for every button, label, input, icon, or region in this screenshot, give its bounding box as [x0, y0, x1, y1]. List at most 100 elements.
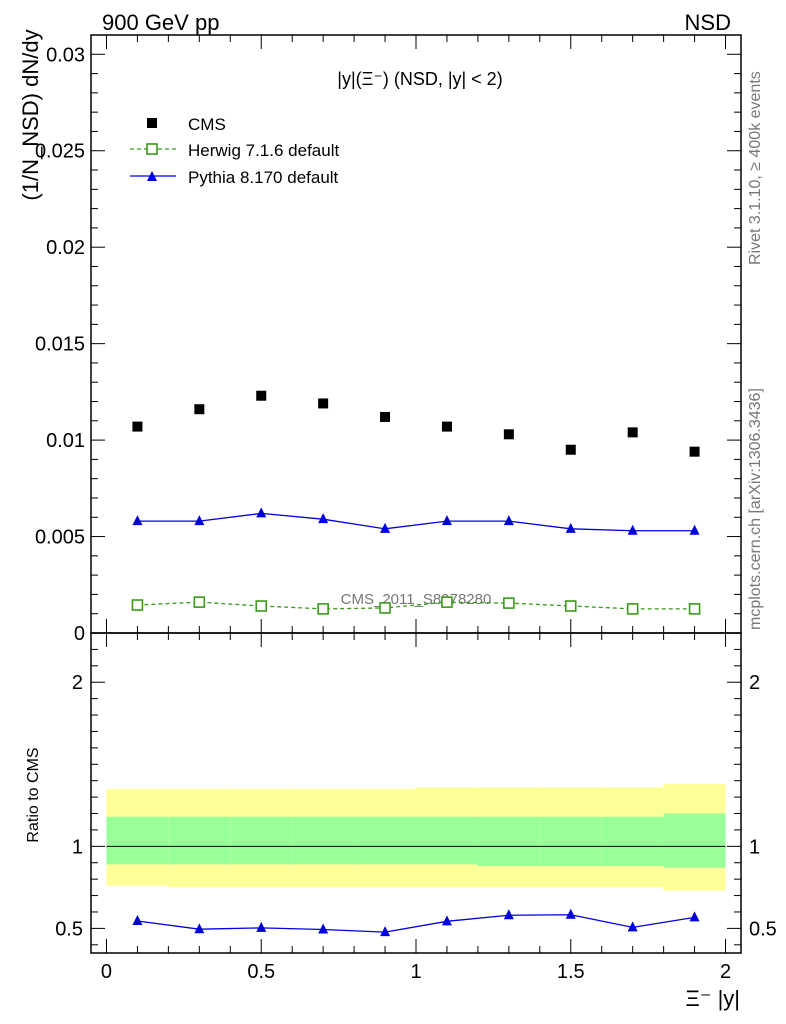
ratio-panel-frame: [90, 632, 742, 954]
herwig-point: [564, 600, 577, 612]
main-y-tick-label: 0: [74, 623, 85, 645]
ratio-pythia-point: [503, 909, 514, 920]
ratio-y-tick-label-right: 2: [749, 672, 760, 694]
mcplots-side-label: mcplots.cern.ch [arXiv:1306.3436]: [747, 388, 764, 630]
herwig-point: [379, 602, 391, 614]
main-y-tick-label: 0.025: [35, 141, 85, 163]
ratio-pythia-series: [132, 908, 700, 937]
inner-uncertainty-band: [663, 813, 726, 868]
main-plot-title: |y|(Ξ⁻) (NSD, |y| < 2): [337, 69, 502, 89]
inner-uncertainty-band: [106, 816, 169, 865]
legend-marker-herwig: [146, 143, 158, 155]
ratio-pythia-line: [137, 914, 695, 933]
header-right: NSD: [685, 10, 731, 35]
ratio-ticks: [91, 633, 741, 953]
main-ticks: [91, 34, 741, 634]
pythia-point: [132, 515, 143, 526]
rivet-side-label-text: Rivet 3.1.10, ≥ 400k events: [747, 71, 764, 265]
main-y-tick-label: 0.005: [35, 527, 85, 549]
ratio-pythia-point: [689, 911, 700, 922]
inner-uncertainty-band: [539, 816, 602, 867]
inner-uncertainty-band: [230, 816, 293, 865]
main-y-axis-label-text: (1/N_NSD) dN/dy: [18, 29, 43, 200]
pythia-point: [256, 507, 267, 518]
herwig-point: [255, 600, 268, 612]
herwig-point: [193, 596, 206, 608]
pythia-point: [380, 522, 391, 533]
x-tick-label: 0.5: [247, 961, 275, 983]
main-y-tick-label: 0.03: [46, 44, 85, 66]
x-tick-label: 2: [720, 961, 731, 983]
x-tick-label: 1: [410, 961, 421, 983]
ratio-pythia-point: [380, 926, 391, 937]
header-left: 900 GeV pp: [102, 10, 219, 35]
pythia-point: [194, 515, 205, 526]
legend-marker-cms: [147, 118, 157, 128]
ratio-pythia-point: [256, 921, 267, 932]
cms-series: [132, 390, 700, 457]
ratio-y-tick-label-right: 1: [749, 836, 760, 858]
inner-uncertainty-band: [477, 816, 540, 867]
herwig-series: [131, 596, 701, 615]
herwig-point: [503, 597, 515, 609]
herwig-point: [626, 603, 639, 615]
pythia-point: [689, 524, 700, 535]
ratio-y-tick-label: 2: [72, 672, 83, 694]
x-axis-label: Ξ⁻ |y|: [686, 986, 740, 1011]
ratio-pythia-point: [194, 923, 205, 934]
pythia-point: [565, 522, 576, 533]
herwig-line: [137, 601, 695, 610]
pythia-point: [318, 513, 329, 524]
legend-label-cms: CMS: [188, 115, 226, 134]
ratio-pythia-point: [318, 923, 329, 934]
main-y-tick-labels: 0 0.005 0.01 0.015 0.02 0.025 0.03: [35, 44, 85, 645]
inner-uncertainty-band: [354, 816, 416, 865]
ratio-bands: [106, 783, 726, 891]
inner-uncertainty-band: [601, 816, 664, 867]
mcplots-side-label-text: mcplots.cern.ch [arXiv:1306.3436]: [747, 388, 764, 630]
ratio-pythia-point: [441, 915, 452, 926]
cms-point: [565, 444, 576, 455]
cms-point: [318, 398, 329, 409]
legend-label-pythia: Pythia 8.170 default: [188, 168, 339, 187]
cms-point: [627, 427, 638, 438]
rivet-side-label: Rivet 3.1.10, ≥ 400k events: [747, 71, 764, 265]
ratio-tick-labels: 0.5 0.5 1 1 2 2 0 0.5 1 1.5 2: [55, 672, 777, 983]
cms-point: [689, 446, 700, 457]
legend-marker-pythia: [147, 171, 157, 181]
herwig-point: [688, 603, 701, 615]
cms-point: [132, 421, 143, 432]
legend-label-herwig: Herwig 7.1.6 default: [188, 141, 339, 160]
main-y-tick-label: 0.01: [46, 430, 85, 452]
ratio-pythia-point: [132, 915, 143, 925]
cms-point: [256, 390, 267, 401]
ratio-y-tick-label-right: 0.5: [749, 918, 777, 940]
inner-uncertainty-band: [292, 816, 355, 865]
legend: CMS Herwig 7.1.6 default Pythia 8.170 de…: [130, 115, 339, 187]
ratio-pythia-point: [565, 908, 576, 919]
main-panel: 0 0.005 0.01 0.015 0.02 0.025 0.03 |y|(Ξ⁻) (NS…: [35, 34, 742, 645]
cms-point: [194, 404, 205, 415]
ratio-pythia-point: [627, 921, 638, 932]
herwig-point: [131, 599, 144, 611]
ratio-y-axis-label-text: Ratio to CMS: [25, 747, 42, 842]
main-y-tick-label: 0.02: [46, 237, 85, 259]
ratio-y-tick-label: 1: [72, 836, 83, 858]
pythia-point: [441, 515, 452, 526]
main-y-axis-label: (1/N_NSD) dN/dy: [18, 29, 43, 200]
cms-point: [441, 421, 452, 432]
pythia-point: [627, 524, 638, 535]
pythia-series: [132, 507, 700, 535]
inner-uncertainty-band: [168, 816, 231, 865]
x-tick-label: 0: [101, 961, 112, 983]
herwig-point: [317, 603, 329, 615]
x-tick-label: 1.5: [557, 961, 585, 983]
watermark: CMS_2011_S8978280: [341, 591, 492, 608]
cms-point: [380, 411, 391, 422]
ratio-panel: 0.5 0.5 1 1 2 2 0 0.5 1 1.5 2: [55, 632, 777, 983]
pythia-line: [137, 512, 695, 532]
inner-uncertainty-band: [416, 816, 478, 865]
ratio-y-axis-label: Ratio to CMS: [25, 747, 42, 842]
pythia-point: [503, 515, 514, 526]
